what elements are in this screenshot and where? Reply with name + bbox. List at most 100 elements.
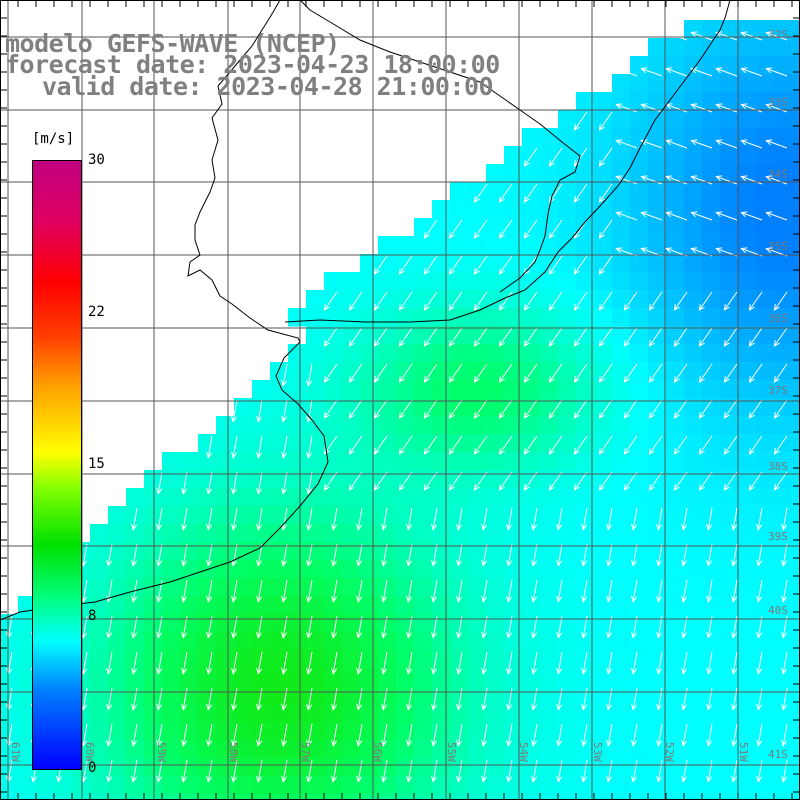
wind-arrow bbox=[156, 759, 163, 783]
wind-speed-cell bbox=[576, 488, 595, 507]
wind-speed-cell bbox=[558, 542, 577, 561]
wind-speed-cell bbox=[522, 488, 541, 507]
wind-speed-cell bbox=[666, 722, 685, 741]
wind-speed-cell bbox=[774, 308, 793, 327]
wind-arrow bbox=[690, 139, 713, 149]
wind-speed-cell bbox=[612, 380, 631, 399]
wind-arrow bbox=[756, 543, 763, 567]
wind-speed-cell bbox=[162, 614, 181, 633]
wind-speed-cell bbox=[378, 272, 397, 291]
wind-arrow bbox=[231, 651, 238, 675]
wind-speed-cell bbox=[306, 506, 325, 525]
wind-speed-cell bbox=[180, 776, 199, 795]
wind-speed-cell bbox=[162, 722, 181, 741]
wind-arrow bbox=[756, 723, 763, 747]
wind-speed-cell bbox=[540, 578, 559, 597]
wind-speed-cell bbox=[90, 758, 109, 777]
wind-speed-cell bbox=[396, 272, 415, 291]
wind-speed-cell bbox=[702, 632, 721, 651]
wind-arrow bbox=[356, 507, 363, 531]
wind-speed-cell bbox=[540, 614, 559, 633]
wind-speed-cell bbox=[378, 776, 397, 795]
wind-arrow bbox=[256, 615, 263, 639]
wind-speed-cell bbox=[216, 776, 235, 795]
wind-arrow bbox=[473, 327, 488, 347]
wind-speed-cell bbox=[486, 650, 505, 669]
wind-speed-cell bbox=[612, 398, 631, 417]
wind-speed-cell bbox=[468, 182, 487, 201]
wind-arrow bbox=[723, 363, 738, 383]
wind-speed-cell bbox=[18, 794, 37, 800]
wind-arrow bbox=[181, 471, 188, 495]
wind-speed-cell bbox=[306, 758, 325, 777]
wind-speed-cell bbox=[270, 470, 289, 489]
wind-speed-field bbox=[0, 20, 800, 800]
wind-arrow bbox=[448, 471, 463, 491]
wind-speed-cell bbox=[486, 254, 505, 273]
wind-speed-cell bbox=[324, 524, 343, 543]
wind-speed-cell bbox=[486, 524, 505, 543]
wind-speed-cell bbox=[612, 722, 631, 741]
wind-speed-cell bbox=[288, 758, 307, 777]
wind-speed-cell bbox=[540, 596, 559, 615]
wind-speed-cell bbox=[108, 560, 127, 579]
wind-arrow bbox=[681, 723, 688, 747]
wind-speed-cell bbox=[774, 200, 793, 219]
wind-arrow bbox=[473, 363, 488, 383]
wind-arrow bbox=[606, 507, 613, 531]
wind-arrow bbox=[556, 759, 563, 783]
wind-speed-cell bbox=[486, 794, 505, 800]
wind-speed-cell bbox=[738, 74, 757, 93]
wind-speed-cell bbox=[360, 542, 379, 561]
wind-speed-cell bbox=[792, 362, 800, 381]
wind-speed-cell bbox=[180, 632, 199, 651]
wind-speed-cell bbox=[576, 380, 595, 399]
wind-arrow bbox=[156, 615, 163, 639]
wind-speed-cell bbox=[216, 524, 235, 543]
wind-speed-cell bbox=[486, 416, 505, 435]
wind-arrow bbox=[756, 759, 763, 783]
wind-arrow bbox=[548, 147, 563, 167]
wind-speed-cell bbox=[468, 560, 487, 579]
wind-speed-cell bbox=[198, 488, 217, 507]
wind-arrow bbox=[781, 651, 788, 675]
wind-speed-cell bbox=[558, 560, 577, 579]
wind-speed-cell bbox=[378, 542, 397, 561]
wind-speed-cell bbox=[162, 560, 181, 579]
wind-arrow bbox=[431, 615, 438, 639]
wind-speed-cell bbox=[252, 434, 271, 453]
wind-speed-cell bbox=[324, 416, 343, 435]
wind-speed-cell bbox=[450, 236, 469, 255]
wind-speed-cell bbox=[684, 704, 703, 723]
wind-arrow bbox=[598, 219, 613, 239]
wind-speed-cell bbox=[702, 452, 721, 471]
wind-speed-cell bbox=[468, 740, 487, 759]
wind-speed-cell bbox=[360, 380, 379, 399]
wind-speed-cell bbox=[414, 218, 433, 237]
wind-arrow bbox=[181, 615, 188, 639]
wind-speed-cell bbox=[162, 776, 181, 795]
wind-speed-cell bbox=[702, 218, 721, 237]
wind-speed-cell bbox=[468, 578, 487, 597]
wind-speed-cell bbox=[432, 308, 451, 327]
wind-arrow bbox=[631, 651, 638, 675]
wind-speed-cell bbox=[324, 758, 343, 777]
wind-speed-cell bbox=[612, 290, 631, 309]
wind-speed-cell bbox=[702, 704, 721, 723]
wind-speed-cell bbox=[342, 686, 361, 705]
wind-arrow bbox=[690, 211, 713, 221]
wind-speed-cell bbox=[288, 686, 307, 705]
wind-speed-cell bbox=[108, 758, 127, 777]
wind-speed-cell bbox=[144, 758, 163, 777]
wind-speed-cell bbox=[612, 128, 631, 147]
wind-speed-cell bbox=[630, 596, 649, 615]
wind-arrow bbox=[681, 543, 688, 567]
wind-speed-cell bbox=[612, 506, 631, 525]
wind-arrow bbox=[423, 471, 438, 491]
wind-speed-cell bbox=[702, 578, 721, 597]
wind-speed-cell bbox=[594, 110, 613, 129]
wind-arrow bbox=[431, 651, 438, 675]
wind-speed-cell bbox=[414, 686, 433, 705]
wind-speed-cell bbox=[630, 236, 649, 255]
wind-speed-cell bbox=[540, 236, 559, 255]
